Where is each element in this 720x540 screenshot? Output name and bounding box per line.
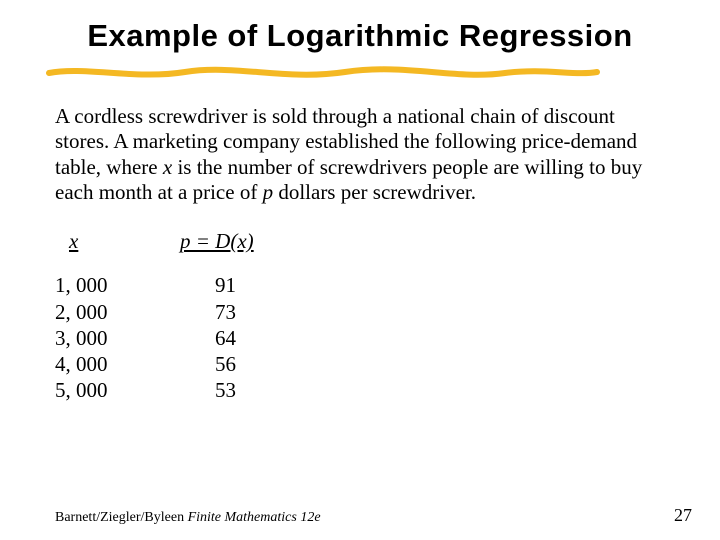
problem-statement: A cordless screwdriver is sold through a…: [55, 104, 665, 206]
cell-x: 1, 000: [55, 272, 180, 298]
var-x: x: [163, 155, 172, 179]
header-p: p = D(x): [180, 228, 254, 254]
table-header-row: x p = D(x): [55, 228, 665, 254]
slide: Example of Logarithmic Regression A cord…: [0, 0, 720, 540]
table-row: 4, 000 56: [55, 351, 665, 377]
table-row: 3, 000 64: [55, 325, 665, 351]
table-body: 1, 000 91 2, 000 73 3, 000 64 4, 000 56 …: [55, 272, 665, 403]
table-row: 2, 000 73: [55, 299, 665, 325]
footer-authors: Barnett/Ziegler/Byleen: [55, 510, 188, 525]
header-x: x: [55, 228, 180, 254]
table-row: 5, 000 53: [55, 377, 665, 403]
footer-book: Finite Mathematics 12e: [188, 510, 321, 525]
slide-footer: Barnett/Ziegler/Byleen Finite Mathematic…: [55, 505, 692, 526]
cell-p: 56: [180, 351, 236, 377]
page-number: 27: [674, 505, 692, 526]
cell-p: 73: [180, 299, 236, 325]
title-underline: [55, 60, 665, 86]
slide-title: Example of Logarithmic Regression: [55, 18, 665, 54]
cell-p: 53: [180, 377, 236, 403]
cell-x: 4, 000: [55, 351, 180, 377]
body-part-3: dollars per screwdriver.: [273, 180, 476, 204]
cell-x: 3, 000: [55, 325, 180, 351]
cell-p: 91: [180, 272, 236, 298]
price-demand-table: x p = D(x) 1, 000 91 2, 000 73 3, 000 64…: [55, 228, 665, 404]
cell-x: 2, 000: [55, 299, 180, 325]
cell-p: 64: [180, 325, 236, 351]
cell-x: 5, 000: [55, 377, 180, 403]
footer-source: Barnett/Ziegler/Byleen Finite Mathematic…: [55, 510, 321, 526]
brush-stroke-icon: [49, 69, 597, 74]
var-p: p: [263, 180, 274, 204]
table-row: 1, 000 91: [55, 272, 665, 298]
